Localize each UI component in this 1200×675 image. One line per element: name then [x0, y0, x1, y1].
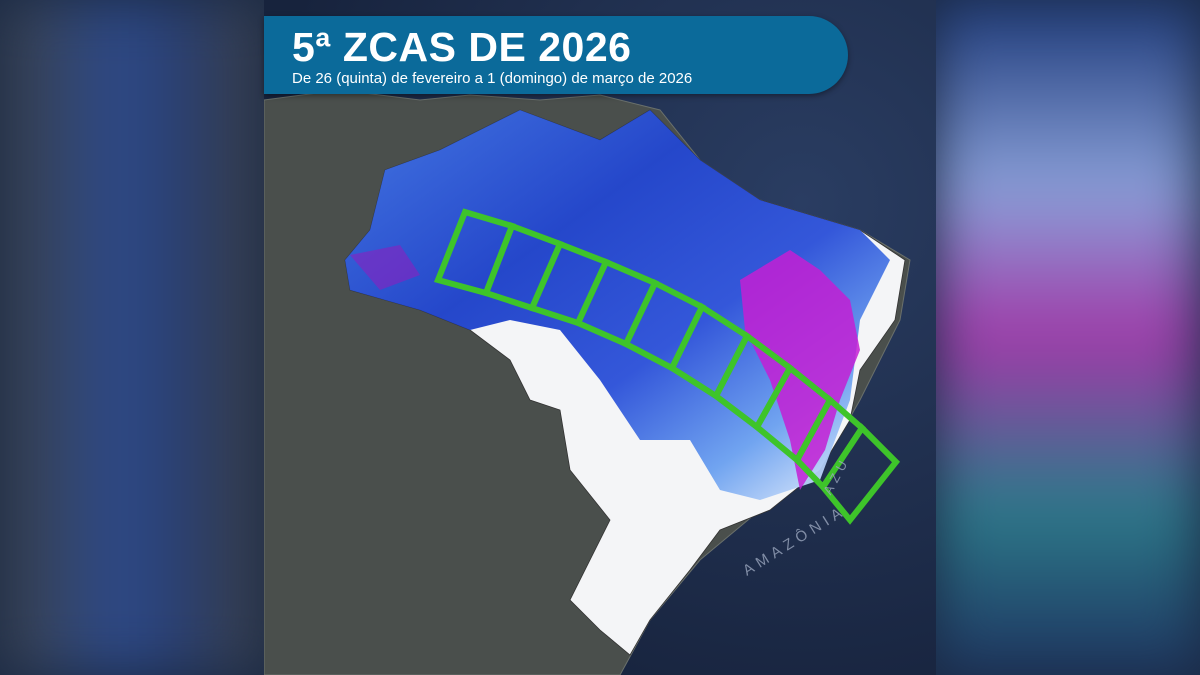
map-svg — [264, 0, 936, 675]
heavy-rain-area-west — [350, 245, 420, 290]
heavy-rain-area — [740, 250, 860, 490]
blurred-background-right — [936, 0, 1200, 675]
blurred-background-left — [0, 0, 264, 675]
zcas-box — [819, 423, 901, 525]
precipitation-map — [264, 0, 936, 675]
page-subtitle: De 26 (quinta) de fevereiro a 1 (domingo… — [292, 70, 693, 87]
page-title: 5ª ZCAS DE 2026 — [292, 24, 632, 70]
title-banner — [264, 16, 848, 94]
rainfall-area — [345, 110, 890, 500]
zcas-band — [433, 208, 901, 525]
